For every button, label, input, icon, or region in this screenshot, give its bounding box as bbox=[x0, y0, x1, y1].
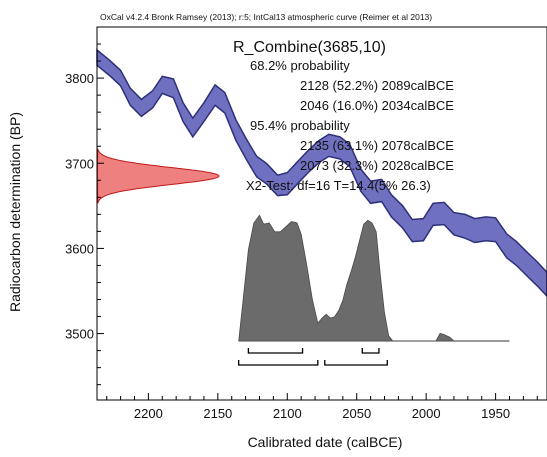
radiocarbon-date-layer bbox=[96, 148, 220, 204]
posterior-layer bbox=[238, 214, 510, 342]
y-tick-label: 3800 bbox=[65, 71, 94, 86]
calibration-curve-layer bbox=[96, 48, 547, 298]
range-68-bracket bbox=[247, 348, 304, 354]
annotation-line: 2128 (52.2%) 2089calBCE bbox=[300, 78, 454, 93]
plot-title: R_Combine(3685,10) bbox=[233, 39, 386, 56]
plot-frame bbox=[96, 26, 547, 401]
range-95-bracket bbox=[324, 360, 388, 366]
y-axis-title: Radiocarbon determination (BP) bbox=[7, 112, 23, 312]
y-tick-label: 3600 bbox=[65, 241, 94, 256]
x-tick-label: 1950 bbox=[481, 406, 510, 421]
posterior-distribution bbox=[238, 214, 455, 342]
software-header: OxCal v4.2.4 Bronk Ramsey (2013); r:5; I… bbox=[100, 12, 432, 22]
x-tick-label: 2200 bbox=[134, 406, 163, 421]
calibration-curve-band bbox=[96, 48, 547, 298]
hpd-range-layer bbox=[238, 348, 388, 366]
axis-ticks: 2200 2150 2100 2050 2000 1950 3500 3600 3700 3800 bbox=[65, 26, 538, 421]
annotation-line: 2135 (63.1%) 2078calBCE bbox=[300, 138, 454, 153]
annotation-line: 2046 (16.0%) 2034calBCE bbox=[300, 98, 454, 113]
annotation-line: X2-Test: df=16 T=14.4(5% 26.3) bbox=[246, 178, 431, 193]
probability-annotations: 68.2% probability 2128 (52.2%) 2089calBCE… bbox=[246, 58, 454, 193]
x-tick-label: 2100 bbox=[273, 406, 302, 421]
y-tick-label: 3700 bbox=[65, 156, 94, 171]
radiocarbon-date-distribution bbox=[96, 148, 220, 204]
x-axis-title: Calibrated date (calBCE) bbox=[248, 434, 403, 450]
annotation-line: 95.4% probability bbox=[250, 118, 350, 133]
x-tick-label: 2050 bbox=[342, 406, 371, 421]
x-tick-label: 2000 bbox=[412, 406, 441, 421]
range-95-bracket bbox=[238, 360, 319, 366]
x-tick-label: 2150 bbox=[203, 406, 232, 421]
annotation-line: 68.2% probability bbox=[250, 58, 350, 73]
y-tick-label: 3500 bbox=[65, 327, 94, 342]
range-68-bracket bbox=[361, 348, 380, 354]
annotation-line: 2073 (32.3%) 2028calBCE bbox=[300, 158, 454, 173]
